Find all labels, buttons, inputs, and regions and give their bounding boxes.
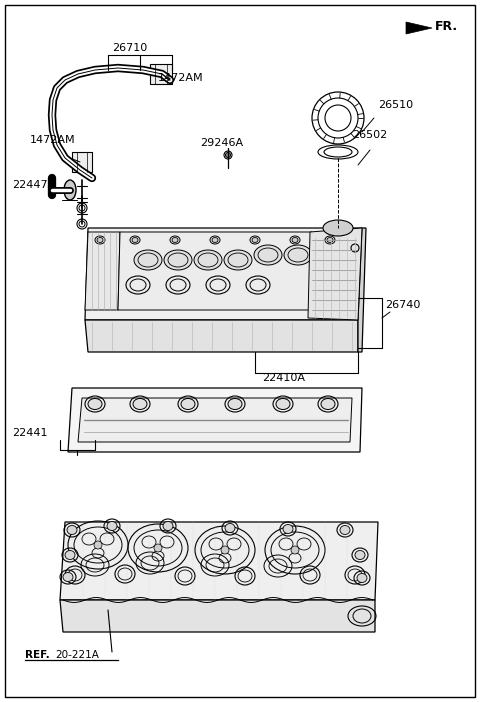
Ellipse shape: [154, 544, 162, 552]
Text: 22410A: 22410A: [262, 373, 305, 383]
Polygon shape: [85, 232, 120, 310]
Polygon shape: [68, 388, 362, 452]
Text: 1472AM: 1472AM: [158, 73, 204, 83]
Polygon shape: [118, 232, 312, 310]
Polygon shape: [60, 600, 375, 632]
Ellipse shape: [284, 245, 312, 265]
Ellipse shape: [63, 573, 73, 581]
Ellipse shape: [133, 399, 147, 409]
Ellipse shape: [327, 237, 333, 242]
Ellipse shape: [254, 245, 282, 265]
Polygon shape: [358, 228, 366, 352]
Ellipse shape: [276, 399, 290, 409]
Ellipse shape: [252, 237, 258, 242]
Text: 20-221A: 20-221A: [55, 650, 99, 660]
Text: 26710: 26710: [112, 43, 147, 53]
Polygon shape: [72, 152, 92, 172]
Text: 26502: 26502: [352, 130, 387, 140]
Text: REF.: REF.: [25, 650, 50, 660]
Ellipse shape: [323, 220, 353, 236]
Ellipse shape: [134, 250, 162, 270]
Ellipse shape: [292, 237, 298, 242]
Text: 26510: 26510: [378, 100, 413, 110]
Ellipse shape: [194, 250, 222, 270]
Polygon shape: [85, 228, 362, 320]
Text: FR.: FR.: [435, 20, 458, 34]
Ellipse shape: [226, 152, 230, 157]
Ellipse shape: [224, 250, 252, 270]
Ellipse shape: [355, 550, 365, 559]
Polygon shape: [150, 64, 172, 84]
Polygon shape: [308, 228, 362, 320]
Ellipse shape: [291, 546, 299, 554]
Polygon shape: [85, 320, 358, 352]
Ellipse shape: [64, 180, 76, 200]
Ellipse shape: [163, 522, 173, 531]
Text: 22447A: 22447A: [12, 180, 55, 190]
Polygon shape: [406, 22, 432, 34]
Ellipse shape: [340, 526, 350, 534]
Ellipse shape: [225, 524, 235, 533]
Ellipse shape: [283, 524, 293, 534]
Ellipse shape: [228, 399, 242, 409]
Polygon shape: [60, 522, 378, 600]
Polygon shape: [78, 398, 352, 442]
Ellipse shape: [212, 237, 218, 242]
Ellipse shape: [172, 237, 178, 242]
Ellipse shape: [107, 522, 117, 531]
Ellipse shape: [65, 550, 75, 559]
Ellipse shape: [97, 237, 103, 242]
Ellipse shape: [88, 399, 102, 409]
Ellipse shape: [357, 574, 367, 583]
Ellipse shape: [321, 399, 335, 409]
Ellipse shape: [67, 526, 77, 534]
Ellipse shape: [181, 399, 195, 409]
Text: 29246A: 29246A: [200, 138, 243, 148]
Text: 26740: 26740: [385, 300, 420, 310]
Text: 1472AM: 1472AM: [30, 135, 76, 145]
Ellipse shape: [164, 250, 192, 270]
Ellipse shape: [221, 546, 229, 554]
Text: 22441: 22441: [12, 428, 48, 438]
Ellipse shape: [94, 541, 102, 549]
Ellipse shape: [132, 237, 138, 242]
